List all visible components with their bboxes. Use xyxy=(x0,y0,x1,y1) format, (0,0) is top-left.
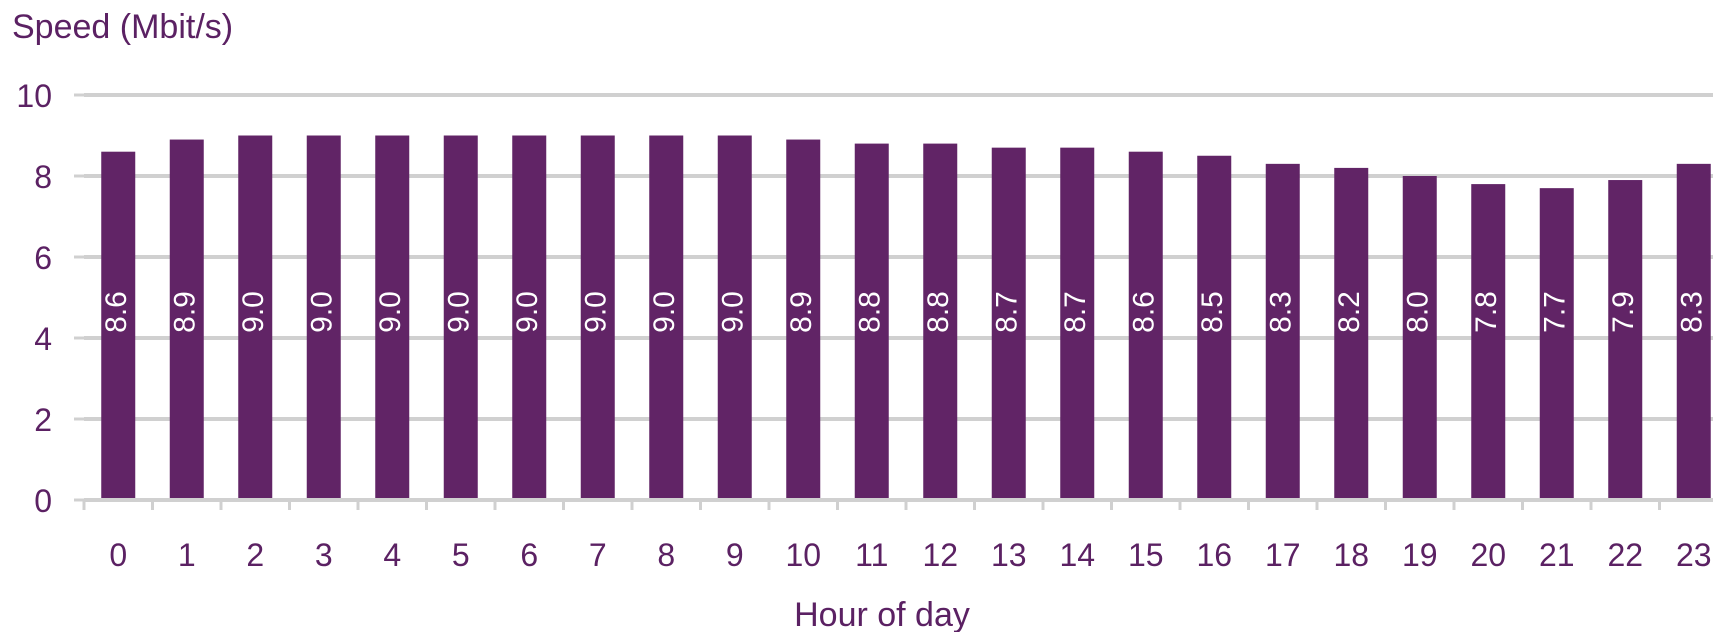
data-label: 9.0 xyxy=(511,291,544,333)
data-label: 9.0 xyxy=(374,291,407,333)
data-label: 8.5 xyxy=(1196,291,1229,333)
data-label: 8.7 xyxy=(1059,291,1092,333)
data-label: 7.8 xyxy=(1470,291,1503,333)
x-tick-label: 17 xyxy=(1265,537,1301,573)
data-label: 8.6 xyxy=(100,291,133,333)
bar xyxy=(649,135,684,500)
data-label: 8.0 xyxy=(1402,291,1435,333)
bar xyxy=(1128,151,1163,500)
y-tick-label: 2 xyxy=(34,402,52,438)
bar xyxy=(1539,188,1574,500)
bar xyxy=(1676,163,1711,500)
y-tick-label: 0 xyxy=(34,483,52,519)
x-tick-label: 12 xyxy=(922,537,958,573)
data-label: 8.6 xyxy=(1128,291,1161,333)
bar xyxy=(580,135,615,500)
bar xyxy=(923,143,958,500)
bar xyxy=(1060,147,1095,500)
y-tick-label: 8 xyxy=(34,159,52,195)
bar xyxy=(1608,180,1643,501)
data-label: 8.9 xyxy=(785,291,818,333)
bar xyxy=(169,139,204,501)
x-tick-label: 16 xyxy=(1196,537,1232,573)
bar xyxy=(854,143,889,500)
data-label: 9.0 xyxy=(580,291,613,333)
bar xyxy=(717,135,752,500)
bar xyxy=(101,151,136,500)
data-label: 9.0 xyxy=(237,291,270,333)
bar xyxy=(443,135,478,500)
bar xyxy=(991,147,1026,500)
y-tick-label: 4 xyxy=(34,321,52,357)
bar xyxy=(1197,155,1232,500)
data-label: 9.0 xyxy=(306,291,339,333)
x-tick-label: 9 xyxy=(726,537,744,573)
data-label: 8.3 xyxy=(1676,291,1709,333)
x-tick-label: 20 xyxy=(1470,537,1506,573)
bar xyxy=(238,135,273,500)
x-tick-label: 23 xyxy=(1676,537,1712,573)
y-axis-title: Speed (Mbit/s) xyxy=(12,8,234,46)
x-tick-label: 4 xyxy=(383,537,401,573)
x-tick-label: 22 xyxy=(1607,537,1643,573)
x-tick-label: 2 xyxy=(246,537,264,573)
x-axis-title: Hour of day xyxy=(794,596,970,632)
bar xyxy=(306,135,341,500)
x-tick-label: 10 xyxy=(785,537,821,573)
data-label: 8.7 xyxy=(991,291,1024,333)
data-label: 8.2 xyxy=(1333,291,1366,333)
x-tick-label: 19 xyxy=(1402,537,1438,573)
x-tick-label: 8 xyxy=(657,537,675,573)
x-tick-label: 5 xyxy=(452,537,470,573)
x-tick-label: 15 xyxy=(1128,537,1164,573)
bar xyxy=(512,135,547,500)
x-tick-label: 3 xyxy=(315,537,333,573)
data-label: 9.0 xyxy=(443,291,476,333)
data-label: 8.9 xyxy=(169,291,202,333)
data-label: 7.9 xyxy=(1607,291,1640,333)
x-tick-label: 21 xyxy=(1539,537,1575,573)
data-label: 9.0 xyxy=(717,291,750,333)
x-tick-label: 13 xyxy=(991,537,1027,573)
data-label: 7.7 xyxy=(1539,291,1572,333)
data-label: 8.8 xyxy=(854,291,887,333)
x-tick-label: 1 xyxy=(178,537,196,573)
bar xyxy=(375,135,410,500)
bar xyxy=(1265,163,1300,500)
x-tick-label: 7 xyxy=(589,537,607,573)
data-label: 8.8 xyxy=(922,291,955,333)
x-tick-label: 18 xyxy=(1333,537,1369,573)
bar xyxy=(1402,176,1437,500)
bar xyxy=(1334,167,1369,500)
x-tick-label: 6 xyxy=(520,537,538,573)
bar xyxy=(786,139,821,501)
data-label: 9.0 xyxy=(648,291,681,333)
bar xyxy=(1471,184,1506,500)
x-tick-label: 0 xyxy=(109,537,127,573)
x-tick-label: 11 xyxy=(855,537,888,573)
y-tick-label: 6 xyxy=(34,240,52,276)
data-label: 8.3 xyxy=(1265,291,1298,333)
x-tick-label: 14 xyxy=(1059,537,1095,573)
y-tick-label: 10 xyxy=(16,78,52,114)
